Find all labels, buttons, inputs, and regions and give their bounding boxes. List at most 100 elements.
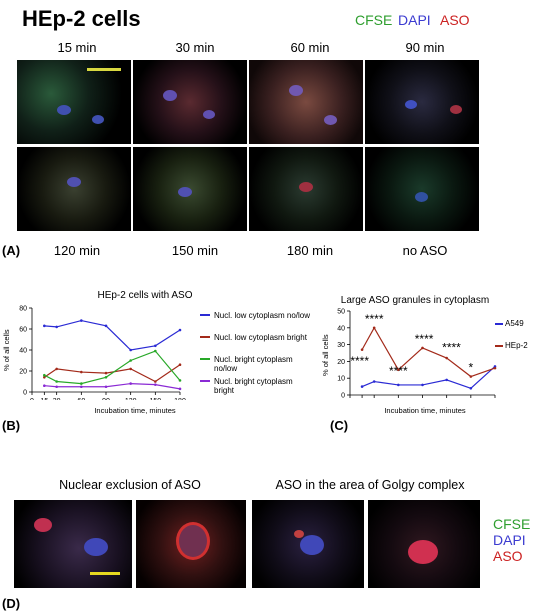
data-point [80, 319, 83, 322]
nucleus [92, 115, 104, 124]
nucleus [408, 540, 438, 564]
data-point [80, 385, 83, 389]
data-point [55, 325, 58, 329]
nucleus [67, 177, 81, 187]
micrograph-30min [133, 60, 247, 144]
x-tick-label: 90 [102, 398, 110, 400]
x-tick-label: 180 [174, 398, 186, 400]
legend-label: Nucl. low cytoplasm bright [214, 333, 307, 342]
significance-annotation: **** [389, 364, 408, 378]
y-tick-label: 40 [337, 325, 345, 332]
data-point [445, 356, 448, 360]
panel-d-title-2: ASO in the area of Golgy complex [275, 478, 465, 492]
x-tick-label: 0 [30, 398, 34, 400]
data-point [372, 380, 376, 383]
y-tick-label: 60 [19, 327, 27, 334]
nucleus [405, 100, 417, 109]
significance-annotation: **** [415, 332, 434, 346]
time-label-120: 120 min [53, 243, 101, 258]
legend-label: Nucl. bright cytoplasm no/low [214, 355, 293, 373]
nucleus [176, 522, 210, 560]
data-point [129, 382, 132, 385]
chart-c-ylabel: % of all cells [321, 334, 330, 376]
data-point [104, 376, 108, 379]
chart-c-title: Large ASO granules in cytoplasm [340, 295, 490, 306]
data-point [421, 383, 424, 387]
micrograph-no-aso [365, 147, 479, 231]
chart-b-xlabel: Incubation time, minutes [94, 406, 176, 415]
data-point [360, 385, 364, 388]
data-point [154, 380, 157, 383]
micrograph-150min [133, 147, 247, 231]
data-point [55, 367, 58, 371]
y-tick-label: 20 [337, 359, 345, 366]
micrograph-60min [249, 60, 363, 144]
legend-cfse: CFSE [493, 516, 531, 532]
data-point [80, 370, 83, 374]
y-tick-label: 10 [337, 376, 345, 383]
data-point [154, 344, 157, 348]
micrograph-d3 [252, 500, 364, 588]
legend-label: Nucl. low cytoplasm no/low [214, 311, 311, 320]
data-point [43, 384, 46, 387]
chart-c: 01020304050015306090120150180***********… [337, 309, 497, 400]
y-tick-label: 0 [341, 393, 345, 400]
nucleus [289, 85, 303, 96]
y-tick-label: 30 [337, 342, 345, 349]
chart-b-legend: Nucl. low cytoplasm no/low Nucl. low cyt… [200, 311, 330, 399]
nucleus [84, 538, 108, 556]
panel-d-label: (D) [2, 596, 21, 611]
nucleus [450, 105, 462, 114]
chart-c-legend: A549 HEp-2 [495, 318, 550, 362]
data-point [104, 324, 108, 328]
time-label-150: 150 min [171, 243, 219, 258]
x-tick-label: 60 [77, 398, 85, 400]
legend-label: HEp-2 [505, 341, 528, 350]
data-point [421, 346, 424, 350]
legend-item: Nucl. bright cytoplasm bright [200, 377, 330, 399]
data-point [55, 385, 58, 389]
micrograph-d2 [136, 500, 246, 588]
x-tick-label: 120 [125, 398, 137, 400]
time-label-no-aso: no ASO [402, 243, 448, 258]
nucleus [324, 115, 337, 125]
data-point [445, 378, 448, 382]
y-tick-label: 80 [19, 306, 27, 313]
nucleus [203, 110, 215, 119]
data-point [493, 366, 497, 370]
data-point [43, 376, 46, 379]
data-point [178, 328, 182, 332]
legend-item: HEp-2 [495, 340, 550, 362]
dapi-label: DAPI [398, 12, 431, 28]
stain-legend-aso: ASO [440, 12, 470, 28]
data-point [104, 385, 108, 389]
data-point [469, 375, 473, 378]
data-point [372, 326, 376, 330]
series-line-1 [44, 319, 181, 351]
nucleus [57, 105, 71, 115]
legend-swatch [495, 345, 503, 347]
nucleus [300, 535, 324, 555]
micrograph-15min [17, 60, 131, 144]
legend-swatch [495, 323, 503, 325]
panel-c-label: (C) [330, 418, 349, 433]
chart-b: 0 20 40 60 80 0 15 30 60 90 120 150 180 [19, 306, 186, 401]
data-point [129, 348, 132, 352]
series-line-1 [361, 365, 496, 389]
significance-annotation: **** [365, 312, 384, 326]
legend-swatch [200, 380, 210, 382]
legend-swatch [200, 336, 210, 338]
scale-bar [87, 68, 121, 71]
y-tick-label: 20 [19, 369, 27, 376]
data-point [129, 359, 132, 362]
time-label-60: 60 min [290, 40, 330, 55]
legend-item: A549 [495, 318, 550, 340]
data-point [178, 363, 182, 366]
data-point [397, 383, 400, 387]
nucleus [415, 192, 428, 202]
figure-title: HEp-2 cells [22, 6, 141, 31]
data-point [80, 382, 83, 385]
legend-swatch [200, 314, 210, 316]
data-point [129, 367, 132, 371]
aso-signal [294, 530, 304, 538]
